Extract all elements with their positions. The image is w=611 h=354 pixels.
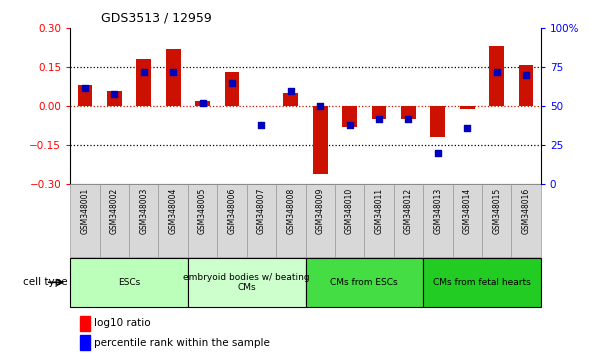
Bar [107,91,122,106]
Text: percentile rank within the sample: percentile rank within the sample [94,337,269,348]
Text: GSM348006: GSM348006 [227,188,236,234]
FancyBboxPatch shape [218,184,247,257]
Bar [342,106,357,127]
Bar [460,106,475,109]
Text: CMs from ESCs: CMs from ESCs [331,278,398,287]
FancyBboxPatch shape [335,184,364,257]
Point [521,72,531,78]
Text: GDS3513 / 12959: GDS3513 / 12959 [101,12,211,25]
Text: GSM348004: GSM348004 [169,188,178,234]
FancyBboxPatch shape [247,184,276,257]
Point [109,91,119,97]
FancyBboxPatch shape [511,184,541,257]
FancyBboxPatch shape [393,184,423,257]
Bar [519,65,533,106]
Point [403,116,413,121]
Text: GSM348011: GSM348011 [375,188,384,234]
Bar [79,316,90,331]
Text: GSM348010: GSM348010 [345,188,354,234]
Point [139,69,148,75]
Point [286,88,296,93]
Point [227,80,237,86]
Text: embryoid bodies w/ beating
CMs: embryoid bodies w/ beating CMs [183,273,310,292]
Bar [401,106,415,119]
FancyBboxPatch shape [453,184,482,257]
Point [492,69,502,75]
Point [374,116,384,121]
Bar [79,335,90,350]
Point [345,122,354,128]
Bar [313,106,327,174]
Text: GSM348012: GSM348012 [404,188,413,234]
Point [257,122,266,128]
FancyBboxPatch shape [70,184,100,257]
Point [80,85,90,90]
Text: GSM348005: GSM348005 [198,188,207,234]
Text: GSM348013: GSM348013 [433,188,442,234]
FancyBboxPatch shape [423,184,453,257]
Bar [431,106,445,137]
FancyBboxPatch shape [482,184,511,257]
Bar [371,106,386,119]
FancyBboxPatch shape [276,184,306,257]
FancyBboxPatch shape [306,184,335,257]
Bar [284,93,298,106]
Bar [196,101,210,106]
Text: GSM348003: GSM348003 [139,188,148,234]
Bar [489,46,504,106]
Text: GSM348002: GSM348002 [110,188,119,234]
FancyBboxPatch shape [364,184,393,257]
Text: log10 ratio: log10 ratio [94,318,150,329]
Text: GSM348008: GSM348008 [287,188,295,234]
FancyBboxPatch shape [158,184,188,257]
Bar [78,85,92,106]
FancyBboxPatch shape [70,258,188,307]
Text: cell type: cell type [23,277,67,287]
Text: GSM348014: GSM348014 [463,188,472,234]
FancyBboxPatch shape [188,184,218,257]
Text: GSM348015: GSM348015 [492,188,501,234]
FancyBboxPatch shape [188,258,306,307]
Point [433,150,443,156]
Bar [225,73,240,106]
Text: GSM348016: GSM348016 [522,188,530,234]
Point [315,103,325,109]
Point [463,125,472,131]
FancyBboxPatch shape [100,184,129,257]
Text: ESCs: ESCs [118,278,140,287]
Text: GSM348001: GSM348001 [81,188,89,234]
Bar [136,59,151,106]
FancyBboxPatch shape [129,184,158,257]
Text: GSM348007: GSM348007 [257,188,266,234]
FancyBboxPatch shape [306,258,423,307]
Bar [166,49,180,106]
Text: GSM348009: GSM348009 [316,188,324,234]
Text: CMs from fetal hearts: CMs from fetal hearts [433,278,531,287]
Point [168,69,178,75]
Point [198,100,208,106]
FancyBboxPatch shape [423,258,541,307]
